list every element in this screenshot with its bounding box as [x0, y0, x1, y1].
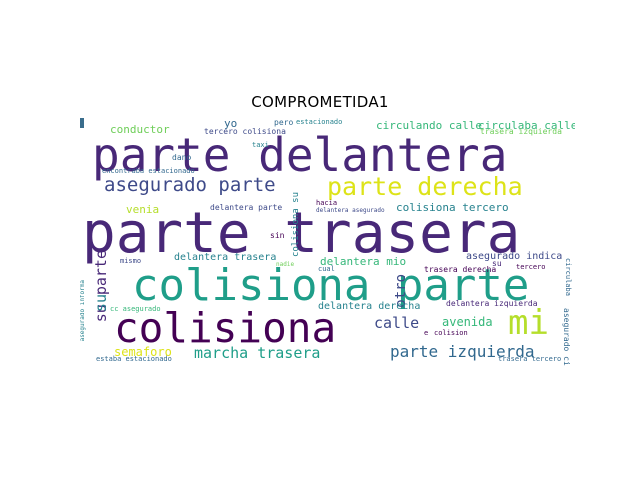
cloud-word: parte izquierda [390, 342, 535, 361]
cloud-word: avenida [442, 315, 493, 329]
cloud-word: venia [126, 203, 160, 216]
cloud-word: mismo [120, 257, 142, 265]
cloud-word: asegurado indica [466, 251, 563, 262]
cloud-word: encontraba estacionado [102, 167, 195, 175]
wordcloud-title: COMPROMETIDA1 [251, 93, 389, 111]
cloud-word: trasera tercero [498, 355, 562, 363]
cloud-word: tercero [516, 263, 546, 271]
cloud-word: circulaba [564, 258, 572, 296]
cloud-word: delantera parte [210, 203, 283, 212]
cloud-word: trasera izquierda [480, 127, 562, 136]
cloud-word: delantera trasera [174, 252, 277, 263]
cloud-word: circulando calle [376, 119, 482, 132]
cloud-word: circulaba calle [478, 119, 575, 132]
cloud-word: dano [172, 153, 192, 162]
cloud-word: conductor [110, 123, 170, 136]
cloud-word: pero [274, 118, 294, 127]
cloud-word: yo [224, 118, 238, 130]
cloud-word: parte trasera [82, 201, 521, 266]
cloud-word: cual [318, 265, 335, 273]
corner-mark [80, 118, 84, 128]
cloud-word: delantera mio [320, 255, 407, 268]
cloud-word: colision [434, 329, 468, 337]
cloud-word: marcha trasera [194, 344, 321, 362]
cloud-word: calle [374, 314, 420, 332]
cloud-word: colisiona parte [132, 260, 530, 311]
cloud-word: tercero colisiona [204, 127, 286, 136]
cloud-word: su [492, 259, 502, 268]
cloud-word: colisiona su [291, 192, 301, 258]
cloud-word: parte delantera [92, 128, 508, 182]
cloud-word: mi [508, 303, 549, 343]
cloud-word: estaba estacionado [96, 355, 172, 363]
cloud-word: parte derecha [327, 172, 523, 201]
cloud-word: asegurado informa [80, 280, 86, 342]
cloud-word: asegurado parte [104, 174, 276, 196]
cloud-word: sin [270, 231, 285, 240]
cloud-word: hacia [316, 199, 338, 207]
cloud-word: colisiona [114, 304, 337, 352]
cloud-word: semaforo [114, 345, 172, 359]
cloud-word: delantera asegurado [316, 207, 385, 214]
cloud-word: cc asegurado [110, 305, 161, 313]
cloud-word: colisiona tercero [396, 201, 509, 214]
cloud-word: taxi [252, 141, 269, 149]
cloud-word: e [424, 329, 429, 337]
word-cloud: parte delantera parte trasera colisiona … [80, 118, 575, 366]
cloud-word: estacionado [296, 118, 343, 126]
cloud-word: asegurado circula [562, 308, 571, 366]
cloud-word: trasera derecha [424, 265, 497, 274]
cloud-word: su [92, 294, 110, 313]
cloud-word: nadie [276, 261, 295, 268]
cloud-word: delantera izquierda [446, 299, 538, 308]
cloud-word: delantera derecha [318, 301, 421, 312]
